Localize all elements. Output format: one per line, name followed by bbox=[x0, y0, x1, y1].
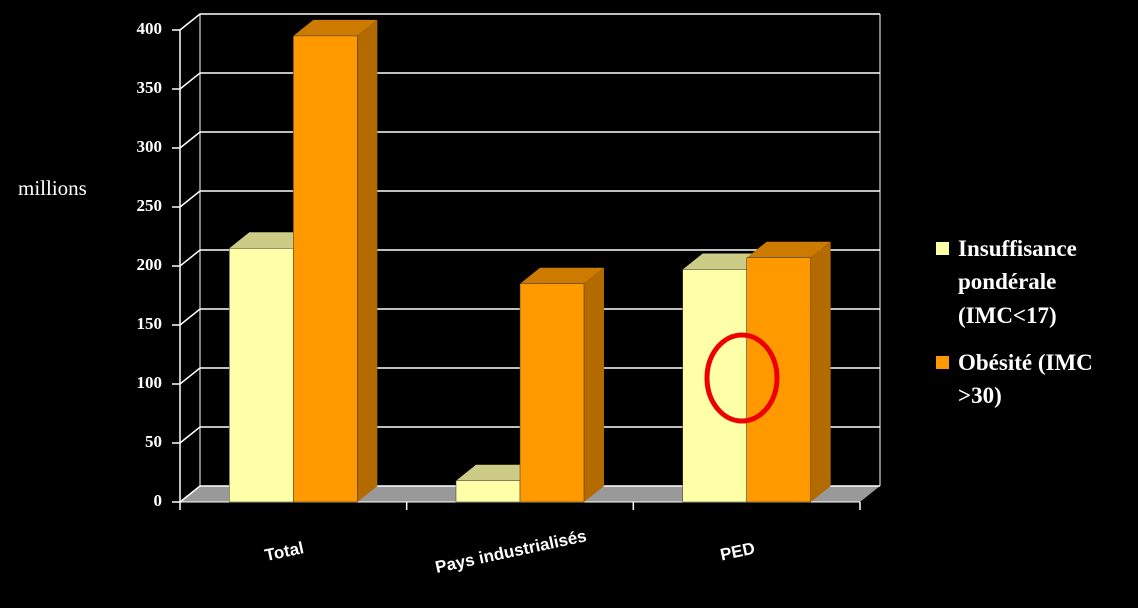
bar bbox=[229, 248, 294, 503]
grid-line bbox=[179, 308, 880, 326]
bar bbox=[519, 283, 585, 503]
grid-line bbox=[179, 190, 880, 208]
grid-line bbox=[179, 367, 880, 385]
y-tick-label: 150 bbox=[137, 314, 163, 333]
bar-top bbox=[746, 241, 831, 258]
bar bbox=[682, 269, 747, 503]
y-tick-label: 50 bbox=[145, 432, 162, 451]
legend-swatch bbox=[936, 242, 949, 255]
bar-top bbox=[456, 464, 540, 481]
grid-line bbox=[179, 485, 880, 503]
bar-top bbox=[682, 253, 767, 270]
bar bbox=[293, 35, 358, 503]
x-tick-label: PED bbox=[718, 539, 756, 565]
grid-line bbox=[179, 249, 880, 267]
bar-top bbox=[520, 267, 604, 284]
y-tick-label: 300 bbox=[137, 137, 163, 156]
y-tick-label: 350 bbox=[137, 78, 163, 97]
bar-side bbox=[810, 241, 831, 503]
legend: Insuffisance pondérale (IMC<17) Obésité (… bbox=[936, 232, 1136, 427]
grid-line bbox=[179, 426, 880, 444]
y-tick-label: 200 bbox=[137, 255, 163, 274]
legend-swatch bbox=[936, 356, 949, 370]
bar-side bbox=[584, 267, 604, 502]
legend-entry: Obésité (IMC >30) bbox=[936, 346, 1136, 413]
legend-label: Insuffisance pondérale (IMC<17) bbox=[958, 236, 1077, 328]
bar-side bbox=[357, 19, 378, 503]
legend-entry: Insuffisance pondérale (IMC<17) bbox=[936, 232, 1136, 332]
bar bbox=[455, 480, 521, 503]
x-tick-label: Total bbox=[263, 538, 305, 565]
bar-top bbox=[229, 232, 314, 249]
y-axis-label: millions bbox=[18, 176, 87, 200]
annotation-circle bbox=[704, 332, 780, 424]
x-tick-label: Pays industrialisés bbox=[434, 526, 589, 577]
y-tick-label: 250 bbox=[137, 196, 163, 215]
legend-label: Obésité (IMC >30) bbox=[958, 350, 1093, 409]
grid-line bbox=[179, 13, 880, 31]
y-tick-label: 0 bbox=[154, 491, 163, 510]
grid-line bbox=[179, 72, 880, 90]
bar-top bbox=[293, 19, 378, 36]
y-tick-label: 100 bbox=[137, 373, 163, 392]
grid-line bbox=[179, 131, 880, 149]
y-tick-label: 400 bbox=[137, 19, 163, 38]
